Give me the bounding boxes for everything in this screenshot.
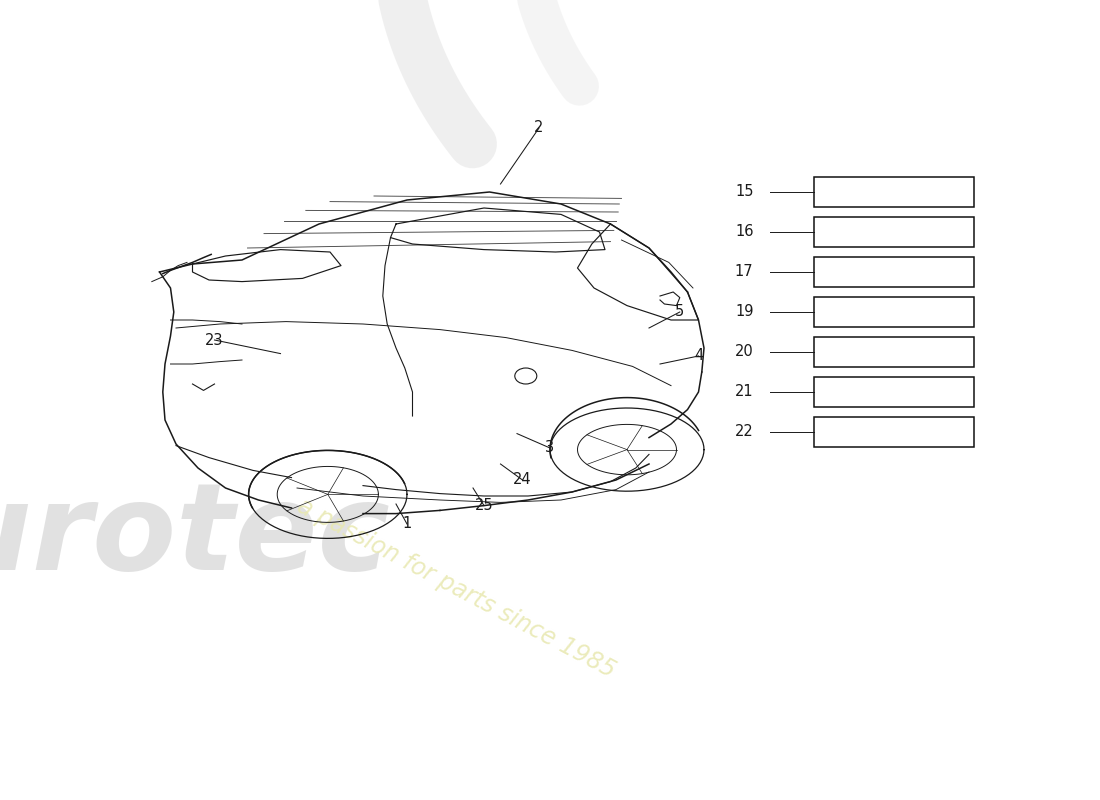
Text: 21: 21 [735,385,754,399]
Text: 19: 19 [735,305,754,319]
Text: 17: 17 [735,265,754,279]
Text: eurotec: eurotec [0,478,390,594]
Text: 1: 1 [403,517,411,531]
Bar [814,417,974,447]
Text: 15: 15 [735,185,754,199]
Text: a passion for parts since 1985: a passion for parts since 1985 [294,494,619,682]
Text: 20: 20 [735,345,754,359]
Bar [814,217,974,247]
Bar [814,377,974,407]
Bar [814,337,974,367]
Text: 3: 3 [546,441,554,455]
Bar [814,297,974,327]
Text: 4: 4 [694,349,703,363]
Text: 25: 25 [475,498,493,513]
Text: 24: 24 [514,473,531,487]
Text: 22: 22 [735,425,754,439]
Text: 23: 23 [206,333,223,347]
Text: 2: 2 [535,121,543,135]
Bar [814,257,974,287]
Text: 5: 5 [675,305,684,319]
Text: 16: 16 [735,225,754,239]
Bar [814,177,974,207]
